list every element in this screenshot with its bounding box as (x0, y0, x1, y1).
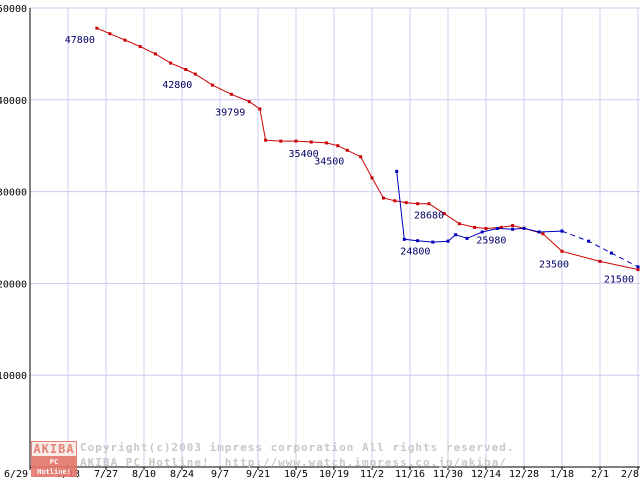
data-point (522, 226, 526, 230)
data-point (431, 240, 435, 244)
data-point (465, 236, 469, 240)
x-tick-label: 11/2 (360, 469, 384, 480)
data-point (309, 140, 313, 144)
data-label: 25980 (476, 236, 506, 247)
data-label: 39799 (215, 108, 245, 119)
data-point (587, 239, 591, 243)
data-label: 23500 (539, 259, 569, 270)
data-point (381, 196, 385, 200)
watermark-site-url: AKIBA PC Hotline! http://www.watch.impre… (80, 456, 507, 469)
y-tick-label: 30000 (0, 188, 27, 199)
data-point (123, 38, 127, 42)
data-point (560, 229, 564, 233)
data-point (499, 225, 503, 229)
data-point (473, 225, 477, 229)
data-point (324, 141, 328, 145)
data-point (537, 230, 541, 234)
y-tick-label: 40000 (0, 96, 27, 107)
data-point (511, 227, 515, 231)
y-tick-label: 50000 (0, 4, 27, 15)
data-label: 34500 (314, 156, 344, 167)
data-point (210, 83, 214, 87)
data-point (541, 232, 545, 236)
data-label: 35400 (289, 149, 319, 160)
watermark-copyright: Copyright(c)2003 impress corporation All… (80, 441, 515, 454)
data-point (636, 268, 640, 272)
data-point (108, 32, 112, 36)
data-point (294, 139, 298, 143)
data-point (446, 239, 450, 243)
x-tick-label: 9/21 (246, 469, 270, 480)
data-point (359, 155, 363, 159)
data-point (402, 237, 406, 241)
data-point (184, 68, 188, 72)
data-point (598, 259, 602, 263)
data-point (153, 52, 157, 56)
data-label: 24800 (400, 246, 430, 257)
data-point (229, 92, 233, 96)
data-point (247, 100, 251, 104)
data-point (484, 227, 488, 231)
data-point (416, 239, 420, 243)
data-point (279, 139, 283, 143)
x-tick-label: 9/7 (211, 469, 229, 480)
data-point (169, 61, 173, 65)
data-point (264, 138, 268, 142)
x-tick-label: 11/16 (395, 469, 425, 480)
data-point (480, 230, 484, 234)
x-tick-label: 8/10 (132, 469, 156, 480)
data-point (345, 148, 349, 152)
data-point (560, 249, 564, 253)
data-point (511, 224, 515, 228)
data-point (495, 227, 499, 231)
akiba-logo: AKIBA PC Hotline! (31, 441, 77, 477)
data-point (370, 176, 374, 180)
x-tick-label: 8/24 (170, 469, 194, 480)
data-point (427, 202, 431, 206)
x-tick-label: 2/1 (591, 469, 609, 480)
data-point (404, 201, 408, 205)
x-tick-label: 2/8 (621, 469, 639, 480)
data-point (258, 107, 262, 111)
y-tick-label: 20000 (0, 279, 27, 290)
data-label: 21500 (604, 275, 634, 286)
data-point (609, 251, 613, 255)
data-point (395, 169, 399, 173)
akiba-logo-subtitle: PC Hotline! (31, 457, 77, 477)
data-label: 28680 (414, 211, 444, 222)
data-label: 47800 (65, 35, 95, 46)
x-tick-label: 6/29 (4, 469, 28, 480)
y-tick-label: 10000 (0, 371, 27, 382)
x-tick-label: 7/27 (94, 469, 118, 480)
data-point (454, 233, 458, 237)
x-tick-label: 12/28 (509, 469, 539, 480)
data-point (193, 72, 197, 76)
akiba-logo-title: AKIBA (31, 441, 77, 457)
data-point (393, 199, 397, 203)
data-point (636, 265, 640, 269)
x-tick-label: 12/14 (471, 469, 501, 480)
data-label: 42800 (162, 80, 192, 91)
data-point (95, 26, 99, 30)
x-tick-label: 1/18 (550, 469, 574, 480)
data-point (442, 212, 446, 216)
x-tick-label: 11/30 (433, 469, 463, 480)
data-point (457, 222, 461, 226)
blue-line (396, 171, 563, 243)
data-point (416, 202, 420, 206)
data-point (138, 45, 142, 49)
x-tick-label: 10/19 (319, 469, 349, 480)
data-point (336, 144, 340, 148)
x-tick-label: 10/5 (284, 469, 308, 480)
red-line (96, 27, 639, 271)
